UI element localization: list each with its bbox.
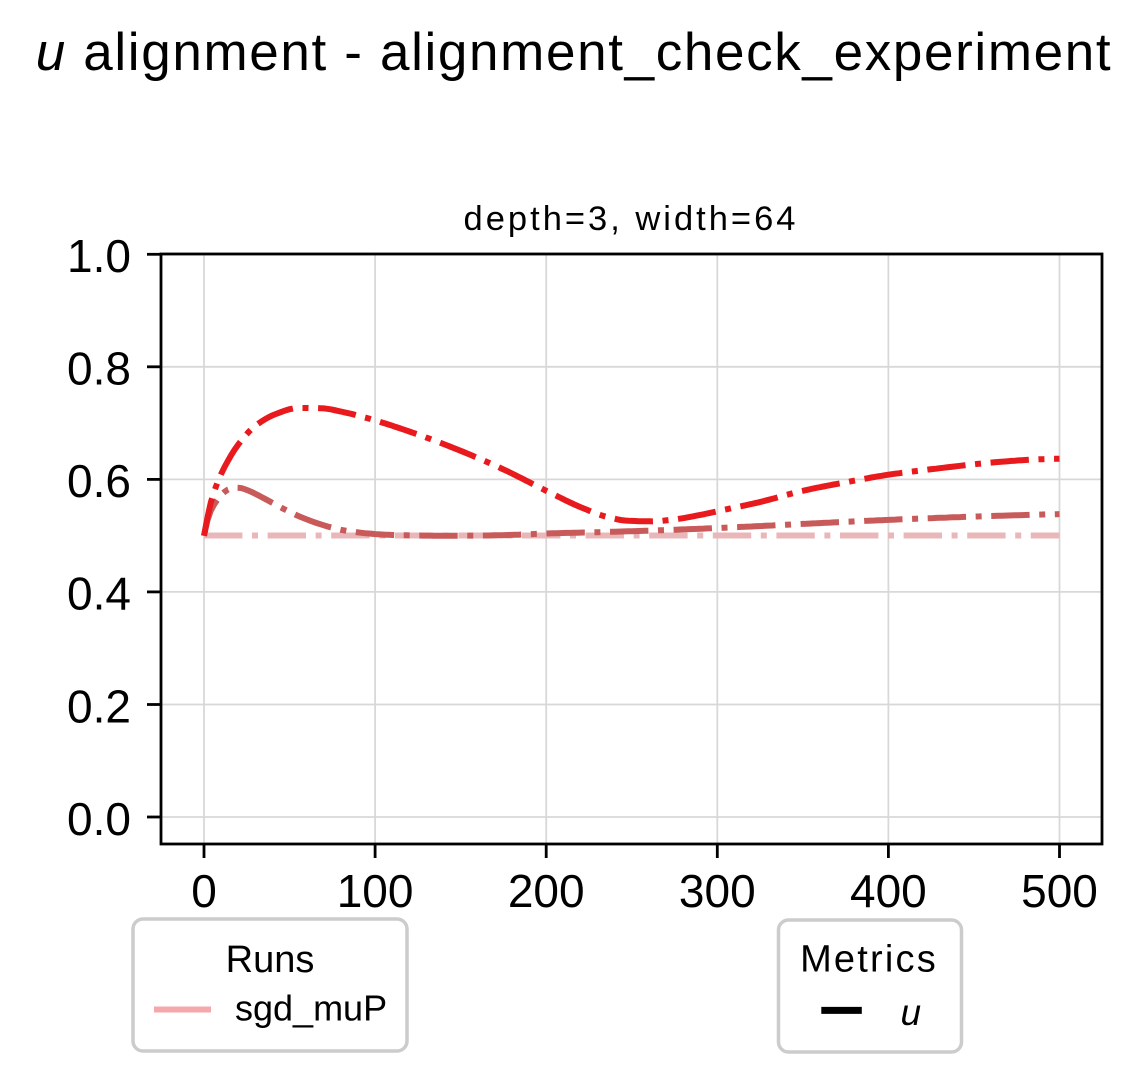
svg-text:500: 500 [1021, 865, 1098, 917]
svg-text:400: 400 [850, 865, 927, 917]
svg-text:u alignment - alignment_check_: u alignment - alignment_check_experiment [36, 23, 1113, 82]
svg-text:1.0: 1.0 [67, 230, 131, 282]
svg-text:100: 100 [337, 865, 414, 917]
svg-text:300: 300 [679, 865, 756, 917]
svg-text:sgd_muP: sgd_muP [235, 988, 387, 1029]
svg-text:Runs: Runs [226, 939, 315, 981]
svg-text:0.2: 0.2 [67, 680, 131, 732]
svg-text:0.4: 0.4 [67, 568, 131, 620]
svg-text:Metrics: Metrics [800, 939, 938, 981]
svg-text:0.8: 0.8 [67, 343, 131, 395]
svg-text:depth=3, width=64: depth=3, width=64 [464, 200, 799, 238]
svg-text:u: u [901, 992, 922, 1033]
svg-text:0.6: 0.6 [67, 455, 131, 507]
svg-text:0: 0 [191, 865, 217, 917]
svg-text:200: 200 [508, 865, 585, 917]
svg-text:0.0: 0.0 [67, 793, 131, 845]
